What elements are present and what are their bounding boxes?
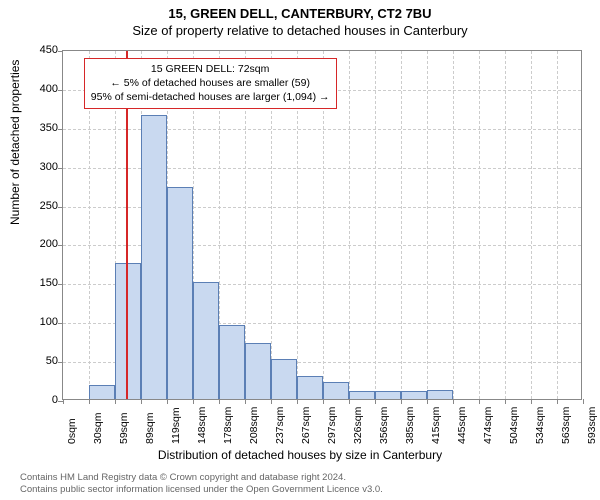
x-tick-mark <box>271 399 272 404</box>
histogram-bar <box>375 391 401 399</box>
x-tick-label: 178sqm <box>222 407 234 444</box>
grid-line-v <box>531 51 532 399</box>
y-tick-label: 150 <box>22 277 58 289</box>
x-tick-mark <box>323 399 324 404</box>
y-tick-label: 300 <box>22 161 58 173</box>
grid-line-v <box>505 51 506 399</box>
x-tick-label: 89sqm <box>144 412 156 444</box>
grid-line-v <box>557 51 558 399</box>
histogram-bar <box>219 325 245 399</box>
histogram-bar <box>271 359 297 399</box>
x-tick-mark <box>297 399 298 404</box>
x-tick-label: 593sqm <box>586 407 598 444</box>
x-tick-mark <box>349 399 350 404</box>
x-tick-label: 297sqm <box>326 407 338 444</box>
histogram-bar <box>245 343 271 399</box>
histogram-bar <box>427 390 453 399</box>
x-tick-label: 474sqm <box>482 407 494 444</box>
x-tick-mark <box>193 399 194 404</box>
x-tick-mark <box>219 399 220 404</box>
y-tick-mark <box>58 168 63 169</box>
annotation-line: ← 5% of detached houses are smaller (59) <box>91 76 330 90</box>
y-tick-label: 400 <box>22 83 58 95</box>
page-title: 15, GREEN DELL, CANTERBURY, CT2 7BU <box>0 0 600 21</box>
annotation-line: 95% of semi-detached houses are larger (… <box>91 90 330 104</box>
footer-line-2: Contains public sector information licen… <box>20 484 383 496</box>
y-tick-mark <box>58 323 63 324</box>
x-tick-mark <box>401 399 402 404</box>
y-tick-mark <box>58 362 63 363</box>
y-tick-mark <box>58 284 63 285</box>
x-tick-label: 326sqm <box>352 407 364 444</box>
y-tick-label: 0 <box>22 394 58 406</box>
grid-line-v <box>427 51 428 399</box>
page-subtitle: Size of property relative to detached ho… <box>0 23 600 38</box>
x-tick-mark <box>557 399 558 404</box>
histogram-bar <box>89 385 115 399</box>
x-tick-label: 59sqm <box>118 412 130 444</box>
x-tick-label: 356sqm <box>378 407 390 444</box>
y-tick-label: 350 <box>22 122 58 134</box>
x-tick-label: 208sqm <box>248 407 260 444</box>
histogram-bar <box>193 282 219 399</box>
x-tick-mark <box>245 399 246 404</box>
x-tick-label: 267sqm <box>300 407 312 444</box>
footer-note: Contains HM Land Registry data © Crown c… <box>20 472 383 496</box>
y-tick-label: 450 <box>22 44 58 56</box>
y-axis-label: Number of detached properties <box>8 60 22 225</box>
histogram-bar <box>297 376 323 399</box>
annotation-line: 15 GREEN DELL: 72sqm <box>91 62 330 76</box>
histogram-bar <box>349 391 375 399</box>
x-axis-label: Distribution of detached houses by size … <box>0 448 600 462</box>
x-tick-label: 415sqm <box>430 407 442 444</box>
x-tick-mark <box>115 399 116 404</box>
y-tick-mark <box>58 245 63 246</box>
x-tick-mark <box>427 399 428 404</box>
histogram-bar <box>401 391 427 399</box>
grid-line-v <box>453 51 454 399</box>
y-tick-label: 100 <box>22 316 58 328</box>
x-tick-label: 385sqm <box>404 407 416 444</box>
x-tick-mark <box>167 399 168 404</box>
x-tick-mark <box>531 399 532 404</box>
x-tick-label: 119sqm <box>170 407 182 444</box>
x-tick-mark <box>505 399 506 404</box>
x-tick-mark <box>453 399 454 404</box>
x-tick-label: 0sqm <box>66 418 78 444</box>
x-tick-label: 445sqm <box>456 407 468 444</box>
annotation-box: 15 GREEN DELL: 72sqm← 5% of detached hou… <box>84 58 337 109</box>
histogram-bar <box>323 382 349 399</box>
x-tick-mark <box>89 399 90 404</box>
y-tick-mark <box>58 51 63 52</box>
histogram-bar <box>141 115 167 399</box>
y-tick-mark <box>58 90 63 91</box>
x-tick-mark <box>583 399 584 404</box>
x-tick-label: 237sqm <box>274 407 286 444</box>
grid-line-v <box>349 51 350 399</box>
x-tick-label: 148sqm <box>196 407 208 444</box>
x-tick-mark <box>375 399 376 404</box>
x-tick-mark <box>141 399 142 404</box>
plot-area: 15 GREEN DELL: 72sqm← 5% of detached hou… <box>62 50 582 400</box>
y-tick-label: 200 <box>22 238 58 250</box>
x-tick-mark <box>479 399 480 404</box>
x-tick-mark <box>63 399 64 404</box>
footer-line-1: Contains HM Land Registry data © Crown c… <box>20 472 383 484</box>
y-tick-label: 50 <box>22 355 58 367</box>
histogram-bar <box>167 187 193 399</box>
y-tick-mark <box>58 207 63 208</box>
grid-line-v <box>401 51 402 399</box>
x-tick-label: 30sqm <box>92 412 104 444</box>
grid-line-v <box>375 51 376 399</box>
x-tick-label: 504sqm <box>508 407 520 444</box>
grid-line-v <box>479 51 480 399</box>
y-tick-label: 250 <box>22 200 58 212</box>
x-tick-label: 534sqm <box>534 407 546 444</box>
y-tick-mark <box>58 129 63 130</box>
x-tick-label: 563sqm <box>560 407 572 444</box>
